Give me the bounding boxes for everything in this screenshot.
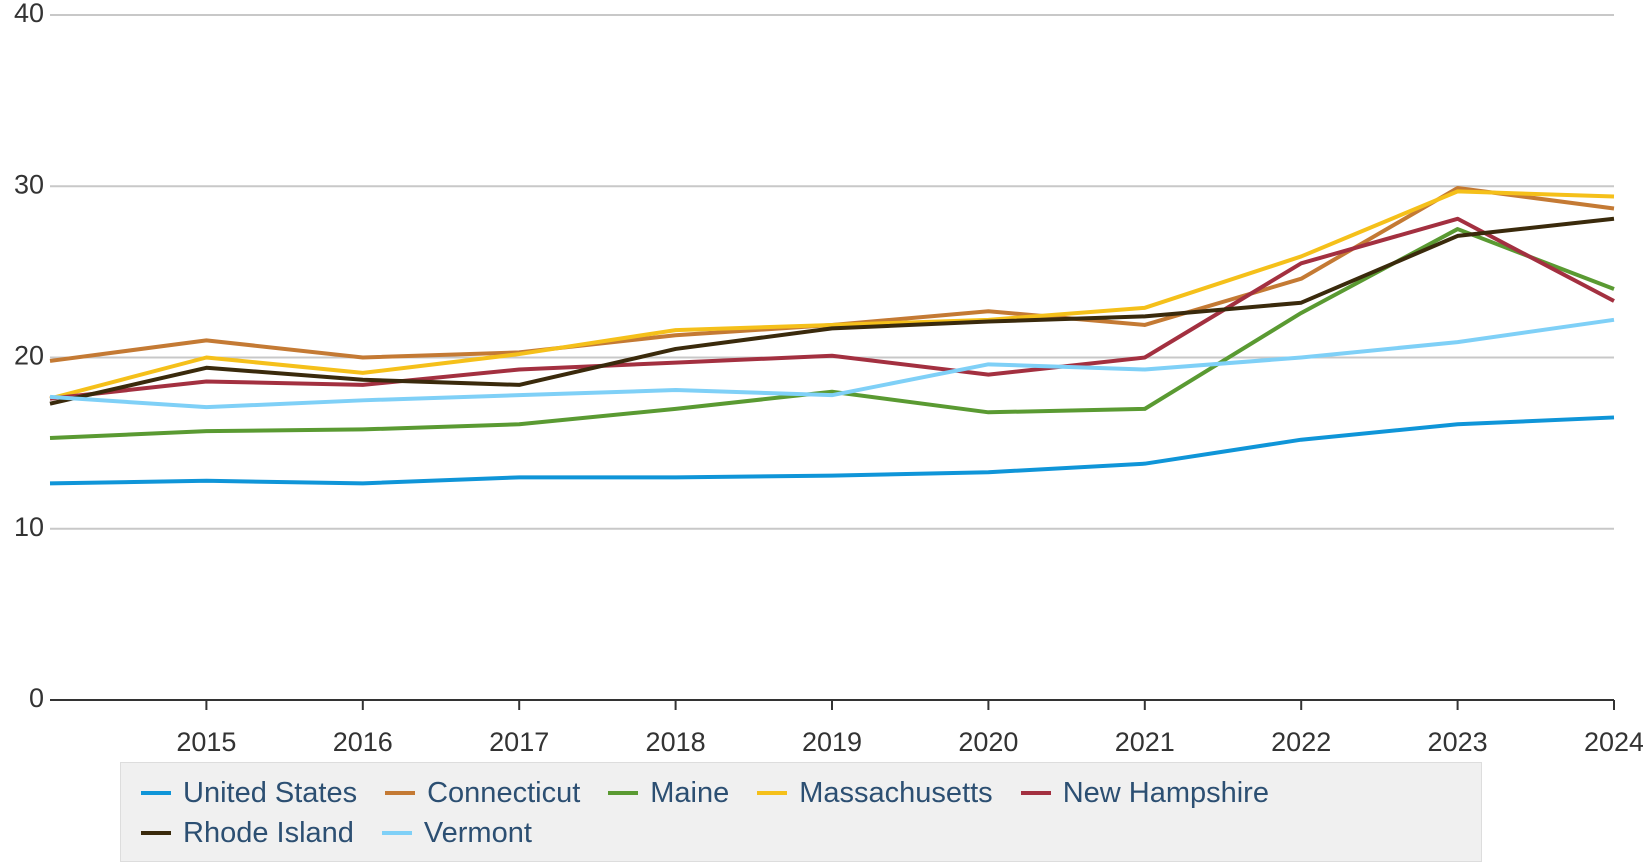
legend-item: Rhode Island <box>141 813 354 853</box>
legend-label: Connecticut <box>427 776 581 809</box>
legend-label: Massachusetts <box>799 776 993 809</box>
series-line <box>49 216 1615 401</box>
legend: United States Connecticut Maine Massachuset… <box>120 762 1482 862</box>
legend-swatch <box>757 791 788 795</box>
x-tick-label: 2019 <box>802 727 862 757</box>
y-tick-label: 40 <box>14 0 44 28</box>
x-tick-label: 2021 <box>1115 727 1175 757</box>
legend-item: Vermont <box>381 813 532 853</box>
legend-label: Rhode Island <box>183 816 354 849</box>
legend-swatch <box>385 791 416 795</box>
legend-label: New Hampshire <box>1062 776 1269 809</box>
y-tick-label: 0 <box>29 683 44 713</box>
x-tick-label: 2018 <box>646 727 706 757</box>
x-tick-label: 2017 <box>489 727 549 757</box>
series-line <box>49 415 1615 486</box>
legend-item: New Hampshire <box>1020 773 1269 813</box>
x-tick-label: 2015 <box>176 727 236 757</box>
legend-label: Maine <box>650 776 730 809</box>
legend-swatch <box>141 791 171 795</box>
series-line <box>49 189 1615 401</box>
legend-item: Massachusetts <box>757 773 993 813</box>
legend-item: Maine <box>608 773 729 813</box>
series-line <box>49 317 1615 410</box>
x-tick-label: 2016 <box>333 727 393 757</box>
x-tick-label: 2024 <box>1584 727 1643 757</box>
legend-label: Vermont <box>423 816 532 849</box>
legend-swatch <box>608 791 639 795</box>
legend-swatch <box>1020 791 1051 795</box>
y-tick-label: 10 <box>14 512 44 542</box>
series-line <box>49 216 1615 406</box>
x-tick-label: 2020 <box>958 727 1018 757</box>
series-line <box>49 185 1615 363</box>
x-tick-label: 2022 <box>1271 727 1331 757</box>
x-tick-label: 2023 <box>1428 727 1488 757</box>
legend-item: United States <box>141 773 357 813</box>
legend-item: Connecticut <box>385 773 580 813</box>
chart: 0 10 20 30 40 2015 2016 2017 2018 2019 2020 2021 202… <box>14 0 1643 757</box>
legend-label: United States <box>183 776 358 809</box>
legend-swatch <box>141 831 171 835</box>
legend-swatch <box>381 831 412 835</box>
y-tick-label: 30 <box>14 169 44 199</box>
y-tick-label: 20 <box>14 341 44 371</box>
series-line <box>49 227 1615 440</box>
